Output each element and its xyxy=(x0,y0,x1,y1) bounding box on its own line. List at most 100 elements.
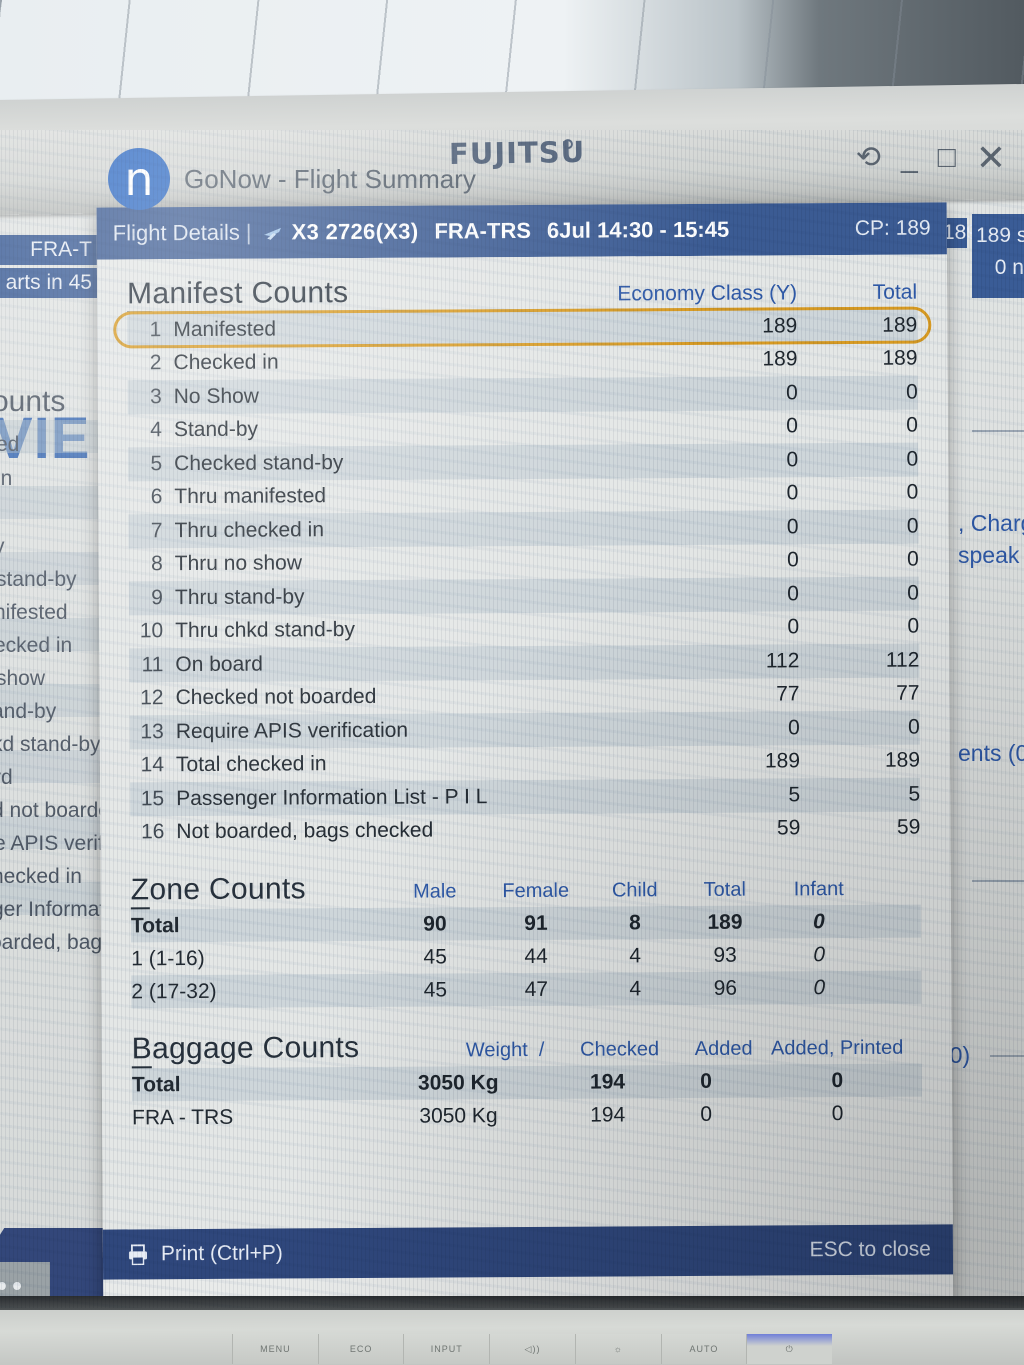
flight-summary-dialog: Flight Details | X3 2726(X3) FRA-TRS 6Ju… xyxy=(96,202,954,1308)
manifest-table: 1 Manifested 189 189 2 Checked in 189 189 3 No Sh… xyxy=(127,308,921,850)
manifest-row[interactable]: 16 Not boarded, bags checked 59 59 xyxy=(130,811,920,849)
zone-row[interactable]: 1 (1-16) 45 44 4 93 0 xyxy=(131,938,921,976)
bg-fragment: e APIS verific xyxy=(0,832,119,855)
bg-route-band: FRA-T xyxy=(0,235,98,265)
monitor-button-menu[interactable]: MENU xyxy=(232,1334,318,1364)
bg-fragment: ) xyxy=(0,501,1,525)
zone-row-total: 96 xyxy=(713,976,738,1000)
baggage-row[interactable]: FRA - TRS 3050 Kg 194 0 0 xyxy=(132,1097,922,1135)
monitor-button-volume[interactable]: ◁)) xyxy=(489,1334,575,1364)
manifest-row-total: 0 xyxy=(906,480,919,504)
bg-right-band-line2: 0 n xyxy=(994,256,1024,279)
manifest-row-label: Thru no show xyxy=(174,551,303,576)
manifest-row[interactable]: 7 Thru checked in 0 0 xyxy=(128,509,919,548)
monitor-button-auto[interactable]: AUTO xyxy=(660,1334,747,1364)
bg-divider xyxy=(990,1055,1024,1057)
manifest-row[interactable]: 10 Thru chkd stand-by 0 0 xyxy=(129,610,919,648)
baggage-row[interactable]: Total 3050 Kg 194 0 0 xyxy=(131,1063,923,1102)
zone-row-male: 90 xyxy=(423,911,447,936)
manifest-row-economy: 0 xyxy=(786,515,799,539)
manifest-row[interactable]: 4 Stand-by 0 0 xyxy=(128,409,918,447)
monitor-button-brightness[interactable]: ☼ xyxy=(574,1334,661,1364)
manifest-row-economy: 0 xyxy=(787,615,800,639)
app-logo-icon: n xyxy=(108,148,170,210)
manifest-row-total: 0 xyxy=(908,715,920,739)
manifest-row[interactable]: 12 Checked not boarded 77 77 xyxy=(129,677,919,715)
manifest-row[interactable]: 2 Checked in 189 189 xyxy=(127,342,918,380)
manifest-header-row: Manifest Counts Economy Class (Y) Total xyxy=(126,275,918,314)
monitor-button-eco[interactable]: ECO xyxy=(317,1334,404,1364)
manifest-row[interactable]: 6 Thru manifested 0 0 xyxy=(128,476,919,514)
manifest-row-index: 9 xyxy=(151,585,164,610)
manifest-row-economy: 112 xyxy=(765,649,800,673)
bg-fragment: kd stand-by xyxy=(0,733,101,756)
manifest-row[interactable]: 9 Thru stand-by 0 0 xyxy=(128,576,920,615)
baggage-row-added: 0 xyxy=(700,1102,713,1126)
bg-right-band: 189 s 0 n xyxy=(972,214,1024,298)
manifest-row-total: 5 xyxy=(908,782,921,806)
bg-fragment: rd xyxy=(0,766,13,789)
manifest-row-total: 77 xyxy=(896,681,920,705)
column-header-ztotal: Total xyxy=(703,878,746,901)
breadcrumb[interactable]: Flight Details xyxy=(112,219,240,246)
manifest-row[interactable]: 5 Checked stand-by 0 0 xyxy=(128,442,919,481)
manifest-row-economy: 0 xyxy=(787,582,800,606)
manifest-row[interactable]: 14 Total checked in 189 189 xyxy=(130,744,920,782)
manifest-row-total: 189 xyxy=(884,748,921,773)
bg-fragment: stand-by xyxy=(0,568,77,591)
bg-counts-heading: ounts xyxy=(0,385,66,418)
manifest-row-economy: 0 xyxy=(786,548,799,572)
zone-row[interactable]: Total 90 91 8 189 0 xyxy=(130,904,922,943)
manifest-row[interactable]: 1 Manifested 189 189 xyxy=(127,308,918,347)
baggage-header-row: Baggage Counts Weight / Checked Added Ad… xyxy=(131,1030,922,1069)
flight-schedule: 6Jul 14:30 - 15:45 xyxy=(546,216,730,243)
taskbar-tile[interactable] xyxy=(0,1262,50,1298)
manifest-row-index: 8 xyxy=(150,552,163,576)
monitor-osd-buttons: MENU ECO INPUT ◁)) ☼ AUTO ⏻ xyxy=(232,1334,833,1364)
manifest-row-label: Passenger Information List - P I L xyxy=(176,784,488,810)
column-header-economy: Economy Class (Y) xyxy=(617,281,798,306)
manifest-row-index: 15 xyxy=(140,786,165,811)
manifest-row[interactable]: 11 On board 112 112 xyxy=(129,643,920,682)
manifest-row[interactable]: 13 Require APIS verification 0 0 xyxy=(129,710,920,749)
maximize-button[interactable]: □ xyxy=(937,141,956,174)
manifest-title-accel: M xyxy=(126,277,153,314)
column-header-slash: / xyxy=(538,1038,545,1061)
app-titlebar: n GoNow - Flight Summary xyxy=(108,148,476,210)
dialog-body: Manifest Counts Economy Class (Y) Total … xyxy=(96,254,954,1280)
manifest-row-label: Checked in xyxy=(173,350,279,375)
overflow-dots-icon[interactable] xyxy=(0,1282,21,1290)
print-button-label: Print (Ctrl+P) xyxy=(160,1241,283,1266)
manifest-title-rest: anifest Counts xyxy=(152,276,349,311)
screen-bottom-shadow xyxy=(0,1296,1024,1310)
close-button[interactable]: ✕ xyxy=(975,137,1006,178)
manifest-row[interactable]: 3 No Show 0 0 xyxy=(127,375,918,414)
manifest-row-total: 0 xyxy=(907,581,920,605)
manifest-row-index: 7 xyxy=(150,518,163,543)
printer-icon xyxy=(128,1244,147,1266)
manifest-row-economy: 189 xyxy=(762,347,798,371)
monitor-button-power[interactable]: ⏻ xyxy=(746,1334,833,1364)
bg-fragment: hecked in xyxy=(0,865,82,888)
minimize-button[interactable]: _ xyxy=(901,141,918,174)
manifest-row[interactable]: 15 Passenger Information List - P I L 5 5 xyxy=(130,777,921,816)
manifest-row-index: 12 xyxy=(140,686,164,710)
zone-row-label: 2 (17-32) xyxy=(131,979,217,1003)
bg-divider xyxy=(972,880,1024,882)
bg-fragment: ed xyxy=(0,433,20,456)
zone-row-label: 1 (1-16) xyxy=(131,946,205,970)
monitor-button-input[interactable]: INPUT xyxy=(403,1334,490,1364)
zone-row[interactable]: 2 (17-32) 45 47 4 96 0 xyxy=(131,970,922,1009)
baggage-title-accel: B xyxy=(131,1032,153,1069)
print-button[interactable]: Print (Ctrl+P) xyxy=(125,1241,283,1266)
manifest-row-label: Manifested xyxy=(173,317,277,341)
manifest-row-economy: 77 xyxy=(776,682,800,706)
monitor-screen: DHSPROD1 Search F2 FRA-T arts in 45 VIE … xyxy=(0,130,1024,1308)
zone-section-title: Zone Counts xyxy=(130,872,389,910)
manifest-row-label: Thru stand-by xyxy=(174,585,305,609)
manifest-row[interactable]: 8 Thru no show 0 0 xyxy=(129,543,919,581)
column-header-total: Total xyxy=(872,280,918,304)
manifest-row-index: 14 xyxy=(140,753,165,777)
help-icon[interactable]: ⟲ xyxy=(855,141,882,174)
bg-fragment: in xyxy=(0,467,13,490)
